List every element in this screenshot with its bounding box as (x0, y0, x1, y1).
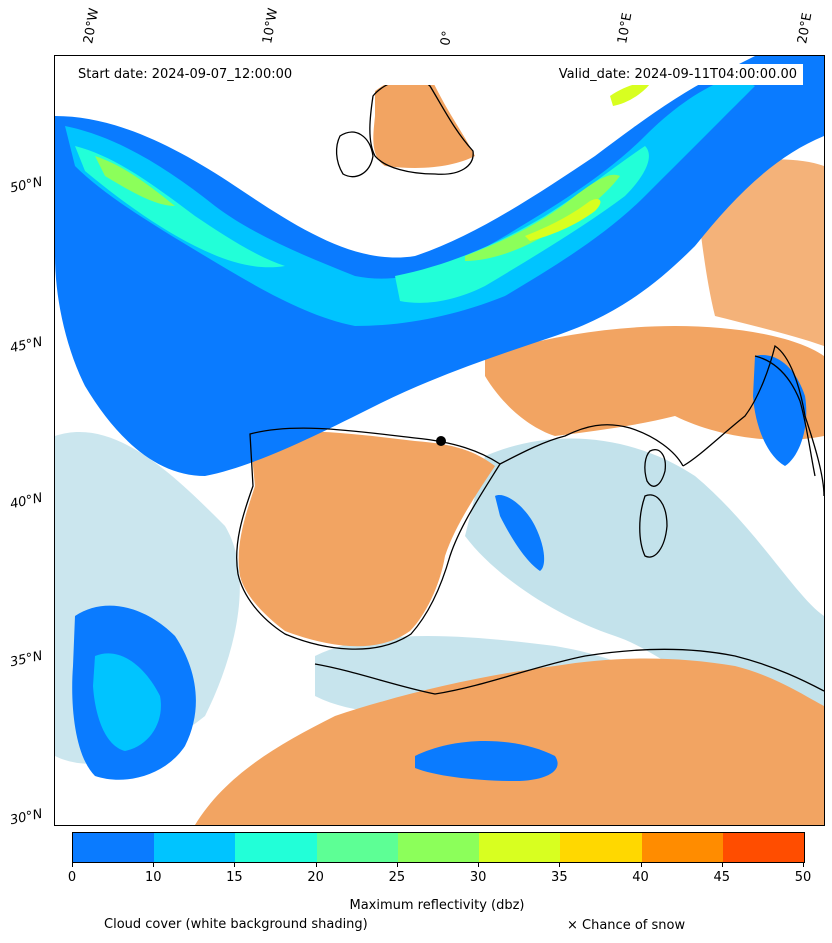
lon-label-20e: 20°E (795, 11, 816, 45)
colorbar-tick-mark (721, 862, 723, 867)
reflectivity-showers-atlantic-core (93, 653, 161, 751)
colorbar-segment-0 (73, 833, 155, 862)
lon-label-10w: 10°W (260, 7, 282, 46)
reflectivity-band-peak (525, 83, 650, 242)
colorbar-tick-label: 35 (551, 870, 568, 885)
colorbar-segment-5 (479, 833, 561, 862)
snow-note: × Chance of snow (567, 918, 686, 933)
reflectivity-showers-adriatic (753, 355, 807, 466)
colorbar-tick-label: 20 (307, 870, 324, 885)
colorbar-tick-mark (478, 862, 480, 867)
lat-label-40n: 40°N (8, 490, 44, 513)
colorbar-tick-mark (640, 862, 642, 867)
coastline-iberia (236, 427, 501, 650)
reflectivity-showers-balearic (495, 495, 545, 571)
coastline-north-africa (314, 648, 824, 695)
colorbar-tick-label: 0 (67, 870, 77, 885)
coastline-corsica (644, 449, 666, 487)
map-frame (54, 55, 825, 826)
land-central-europe (485, 326, 824, 440)
colorbar-segment-3 (316, 833, 398, 862)
colorbar-title: Maximum reflectivity (dbz) (349, 898, 525, 913)
lon-label-20w: 20°W (81, 7, 103, 46)
lat-label-30n: 30°N (8, 806, 44, 829)
colorbar-tick-mark (396, 862, 398, 867)
start-date-label: Start date: 2024-09-07_12:00:00 (78, 67, 293, 82)
colorbar-segment-8 (722, 833, 804, 862)
coastline-italy (682, 344, 824, 497)
cloud-cover-note: Cloud cover (white background shading) (104, 917, 368, 932)
colorbar-segment-4 (397, 833, 480, 862)
colorbar-segment-7 (641, 833, 723, 862)
colorbar-tick-mark (803, 862, 804, 867)
coastline-sardinia (639, 494, 668, 558)
lat-label-45n: 45°N (8, 334, 44, 357)
coastline-ireland (335, 131, 374, 178)
colorbar-tick-label: 40 (632, 870, 649, 885)
valid-date-label: Valid_date: 2024-09-11T04:00:00.00 (558, 67, 797, 82)
colorbar (72, 832, 805, 863)
reflectivity-band-core (75, 146, 649, 303)
info-bar: Start date: 2024-09-07_12:00:00 Valid_da… (72, 64, 803, 85)
colorbar-tick-label: 45 (713, 870, 731, 885)
colorbar-tick-mark (559, 862, 561, 867)
colorbar-tick-mark (234, 862, 236, 867)
colorbar-segment-1 (154, 833, 236, 862)
lat-label-50n: 50°N (8, 174, 44, 197)
colorbar-tick-label: 15 (226, 870, 243, 885)
lon-label-0: 0° (438, 29, 456, 47)
colorbar-tick-label: 30 (469, 870, 487, 885)
colorbar-segment-6 (560, 833, 642, 862)
snow-marker (436, 436, 446, 446)
colorbar-tick-mark (153, 862, 155, 867)
colorbar-tick-mark (315, 862, 317, 867)
colorbar-tick-label: 10 (144, 870, 162, 885)
colorbar-tick-label: 25 (388, 870, 406, 885)
map-canvas (55, 56, 824, 825)
land-north-africa (195, 658, 824, 825)
land-iberia (238, 431, 495, 647)
lon-label-10e: 10°E (615, 11, 636, 45)
coastlines (236, 77, 824, 695)
coastline-france (499, 424, 684, 467)
colorbar-segment-2 (235, 833, 317, 862)
coastline-balkans (754, 355, 816, 477)
lat-label-35n: 35°N (8, 648, 44, 671)
reflectivity-band-mid (65, 76, 755, 326)
land-britain (373, 74, 475, 168)
colorbar-tick-label: 50 (794, 870, 812, 885)
colorbar-tick-mark (72, 862, 73, 867)
reflectivity-showers-africa (415, 741, 558, 781)
